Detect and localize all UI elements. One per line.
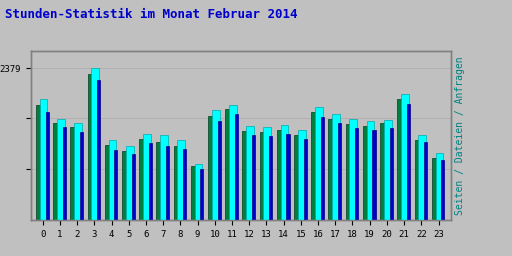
Bar bbox=[105, 145, 114, 220]
Bar bbox=[332, 114, 340, 220]
Bar bbox=[225, 109, 234, 220]
Bar bbox=[212, 111, 220, 220]
Bar bbox=[277, 130, 286, 220]
Bar bbox=[156, 142, 166, 220]
Bar bbox=[174, 146, 183, 220]
Bar bbox=[235, 114, 238, 220]
Bar bbox=[143, 134, 151, 220]
Bar bbox=[329, 119, 338, 220]
Bar bbox=[126, 146, 134, 220]
Bar bbox=[70, 127, 80, 220]
Bar bbox=[321, 117, 324, 220]
Bar bbox=[418, 135, 426, 220]
Bar bbox=[191, 166, 200, 220]
Bar bbox=[74, 123, 82, 220]
Bar bbox=[294, 135, 304, 220]
Bar bbox=[246, 126, 254, 220]
Bar bbox=[177, 141, 185, 220]
Bar bbox=[355, 128, 358, 220]
Bar bbox=[166, 146, 169, 220]
Bar bbox=[139, 139, 148, 220]
Bar bbox=[40, 99, 48, 220]
Text: Stunden-Statistik im Monat Februar 2014: Stunden-Statistik im Monat Februar 2014 bbox=[5, 8, 297, 21]
Bar bbox=[350, 119, 357, 220]
Bar bbox=[407, 104, 410, 220]
Bar bbox=[132, 154, 135, 220]
Bar bbox=[109, 140, 116, 220]
Bar bbox=[252, 135, 255, 220]
Bar bbox=[160, 135, 168, 220]
Bar bbox=[122, 151, 132, 220]
Bar bbox=[384, 120, 392, 220]
Bar bbox=[57, 119, 65, 220]
Bar bbox=[149, 143, 152, 220]
Bar bbox=[63, 127, 66, 220]
Bar bbox=[338, 123, 341, 220]
Bar bbox=[397, 99, 407, 220]
Bar bbox=[229, 105, 237, 220]
Bar bbox=[424, 142, 427, 220]
Bar bbox=[363, 126, 372, 220]
Bar bbox=[36, 105, 46, 220]
Bar bbox=[367, 121, 374, 220]
Bar bbox=[281, 125, 288, 220]
Bar bbox=[298, 130, 306, 220]
Bar bbox=[311, 112, 321, 220]
Bar bbox=[114, 150, 117, 220]
Bar bbox=[286, 134, 289, 220]
Bar bbox=[415, 141, 424, 220]
Bar bbox=[401, 94, 409, 220]
Bar bbox=[264, 127, 271, 220]
Bar bbox=[183, 150, 186, 220]
Y-axis label: Seiten / Dateien / Anfragen: Seiten / Dateien / Anfragen bbox=[455, 56, 465, 215]
Bar bbox=[260, 132, 269, 220]
Bar bbox=[53, 123, 62, 220]
Bar bbox=[441, 160, 444, 220]
Bar bbox=[432, 158, 441, 220]
Bar bbox=[380, 123, 390, 220]
Bar bbox=[218, 121, 221, 220]
Bar bbox=[200, 168, 203, 220]
Bar bbox=[80, 132, 83, 220]
Bar bbox=[91, 68, 99, 220]
Bar bbox=[304, 139, 307, 220]
Bar bbox=[195, 164, 202, 220]
Bar bbox=[208, 116, 218, 220]
Bar bbox=[436, 153, 443, 220]
Bar bbox=[97, 80, 100, 220]
Bar bbox=[88, 74, 97, 220]
Bar bbox=[315, 107, 323, 220]
Bar bbox=[346, 124, 355, 220]
Bar bbox=[269, 136, 272, 220]
Bar bbox=[390, 128, 393, 220]
Bar bbox=[46, 112, 49, 220]
Bar bbox=[243, 131, 252, 220]
Bar bbox=[372, 130, 375, 220]
